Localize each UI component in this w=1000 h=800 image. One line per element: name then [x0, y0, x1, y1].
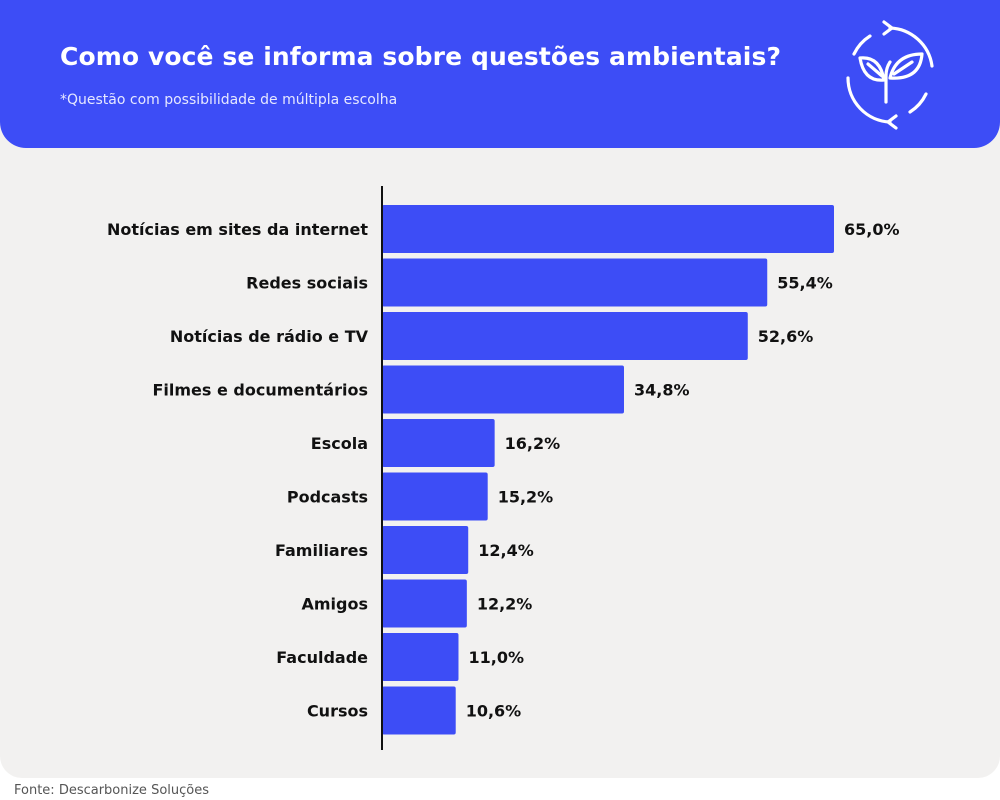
bar [382, 419, 495, 467]
value-label: 12,4% [478, 541, 534, 560]
value-label: 15,2% [498, 488, 554, 507]
value-label: 11,0% [468, 648, 524, 667]
category-label: Escola [311, 434, 368, 453]
bar [382, 205, 834, 253]
value-label: 10,6% [466, 702, 522, 721]
source-note: Fonte: Descarbonize Soluções [14, 783, 209, 798]
value-label: 55,4% [777, 274, 833, 293]
category-label: Faculdade [276, 648, 368, 667]
category-label: Amigos [301, 595, 368, 614]
bar [382, 686, 456, 735]
page-subtitle: *Questão com possibilidade de múltipla e… [60, 92, 398, 108]
bar [382, 365, 624, 414]
category-label: Notícias de rádio e TV [170, 327, 369, 346]
bar-chart: Notícias em sites da internet 65,0% Redes … [107, 186, 900, 750]
bar [382, 579, 467, 628]
category-label: Familiares [275, 541, 368, 560]
recycle-leaf-icon [846, 20, 934, 130]
category-label: Filmes e documentários [152, 381, 368, 400]
bar [382, 633, 459, 681]
bar [382, 312, 748, 360]
header-banner: Como você se informa sobre questões ambi… [0, 0, 1000, 148]
bar [382, 258, 768, 307]
category-label: Podcasts [287, 488, 368, 507]
category-label: Redes sociais [246, 274, 368, 293]
value-label: 52,6% [758, 327, 814, 346]
page-title: Como você se informa sobre questões ambi… [60, 42, 782, 71]
value-label: 34,8% [634, 381, 690, 400]
bar [382, 526, 469, 574]
value-label: 16,2% [505, 434, 561, 453]
category-label: Cursos [307, 702, 368, 721]
value-label: 12,2% [477, 595, 533, 614]
bar [382, 472, 488, 521]
category-label: Notícias em sites da internet [107, 220, 368, 239]
value-label: 65,0% [844, 220, 900, 239]
